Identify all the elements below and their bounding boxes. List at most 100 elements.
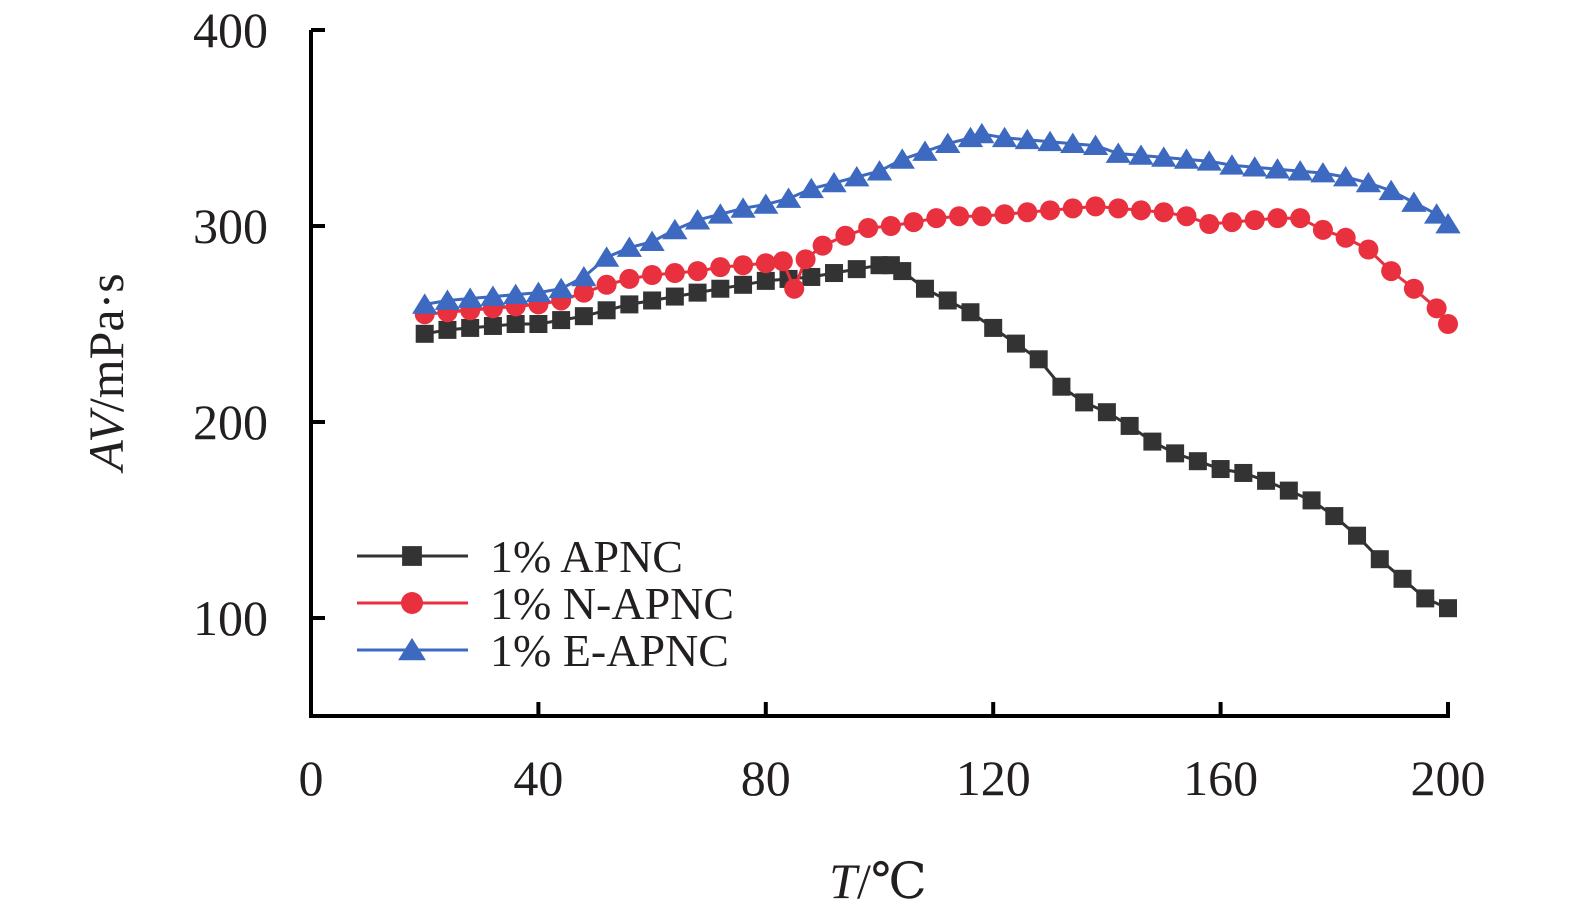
data-point [756, 271, 775, 290]
y-axis-title: AV/mPa·s [78, 273, 134, 474]
data-point [1166, 444, 1185, 463]
data-point [1403, 278, 1424, 299]
data-point [525, 281, 552, 302]
data-point [915, 279, 934, 298]
data-point [844, 166, 870, 187]
data-point [753, 193, 779, 214]
data-point [483, 316, 502, 335]
data-point [1085, 196, 1106, 217]
data-point [687, 261, 708, 282]
data-point [1006, 334, 1025, 353]
legend-item: 1% E-APNC [357, 625, 729, 676]
data-point [1401, 191, 1427, 212]
data-point [1108, 198, 1129, 219]
data-point [1393, 569, 1412, 588]
data-point [1017, 202, 1038, 223]
data-point [1176, 206, 1197, 227]
data-point [858, 217, 879, 238]
data-point [926, 208, 947, 229]
data-point [1370, 550, 1389, 569]
data-point [880, 216, 901, 236]
data-point [461, 318, 480, 337]
data-point [1173, 148, 1200, 169]
x-axis-variable: T [829, 853, 860, 909]
data-point [688, 283, 707, 302]
data-point [434, 289, 461, 310]
data-point [961, 303, 980, 322]
data-point [1335, 227, 1356, 248]
data-point [616, 236, 643, 257]
data-point [1029, 350, 1048, 369]
data-point [415, 324, 434, 343]
data-point [1037, 130, 1063, 152]
data-point [438, 320, 457, 339]
data-point [1143, 432, 1162, 451]
data-point [1151, 146, 1177, 167]
data-point [1312, 219, 1333, 240]
legend-item: 1% APNC [357, 531, 683, 582]
data-point [1264, 158, 1291, 179]
data-point [1358, 239, 1379, 260]
x-tick-label: 80 [741, 750, 791, 806]
data-point [596, 274, 617, 295]
data-point [503, 283, 529, 304]
data-point [1310, 162, 1336, 183]
data-point [1348, 526, 1367, 545]
legend-marker [401, 592, 423, 614]
data-point [798, 177, 824, 199]
data-point [1416, 589, 1435, 608]
data-point [994, 204, 1015, 225]
y-tick-label: 400 [193, 2, 268, 58]
data-point [1221, 212, 1242, 233]
y-tick-label: 200 [193, 394, 268, 450]
data-point [938, 291, 957, 310]
data-point [866, 160, 893, 181]
data-point [1244, 210, 1265, 231]
data-point [1290, 208, 1311, 229]
data-point [506, 315, 525, 333]
axes [309, 30, 1450, 718]
data-point [1219, 154, 1245, 175]
data-point [733, 255, 754, 276]
data-point [1097, 403, 1116, 422]
x-axis-title: T/℃ [829, 853, 927, 909]
data-point [620, 295, 639, 314]
legend-marker [398, 637, 426, 661]
x-ticks: 0 40 80 120 160 200 [299, 702, 1486, 806]
data-point [1279, 481, 1298, 500]
data-point [1060, 132, 1086, 154]
data-point [1211, 460, 1230, 479]
data-point [1355, 171, 1382, 193]
data-point [1287, 160, 1313, 181]
y-axis-variable: AV [78, 407, 134, 474]
data-point [1426, 298, 1447, 319]
data-point [812, 235, 833, 256]
data-point [1082, 134, 1109, 155]
data-point [835, 225, 856, 246]
data-point [480, 285, 506, 306]
data-point [1325, 507, 1344, 526]
data-point [1105, 142, 1131, 163]
data-point [795, 249, 816, 270]
data-point [597, 301, 616, 320]
legend-label: 1% APNC [490, 531, 683, 582]
data-point [711, 279, 730, 298]
data-point [1052, 377, 1071, 396]
data-point [1234, 463, 1253, 482]
data-point [1128, 144, 1154, 165]
y-ticks: 100 200 300 400 [193, 2, 325, 646]
data-point [1131, 200, 1152, 221]
x-tick-label: 200 [1411, 750, 1486, 806]
legend-label: 1% E-APNC [490, 625, 729, 676]
data-point [784, 278, 805, 299]
data-point [912, 140, 938, 161]
data-point [1153, 202, 1174, 223]
x-axis-unit: /℃ [857, 853, 927, 909]
data-point [710, 257, 731, 278]
data-point [684, 209, 711, 230]
y-tick-label: 300 [193, 198, 268, 254]
data-point [984, 318, 1003, 337]
x-tick-label: 120 [956, 750, 1031, 806]
data-point [1188, 452, 1207, 471]
